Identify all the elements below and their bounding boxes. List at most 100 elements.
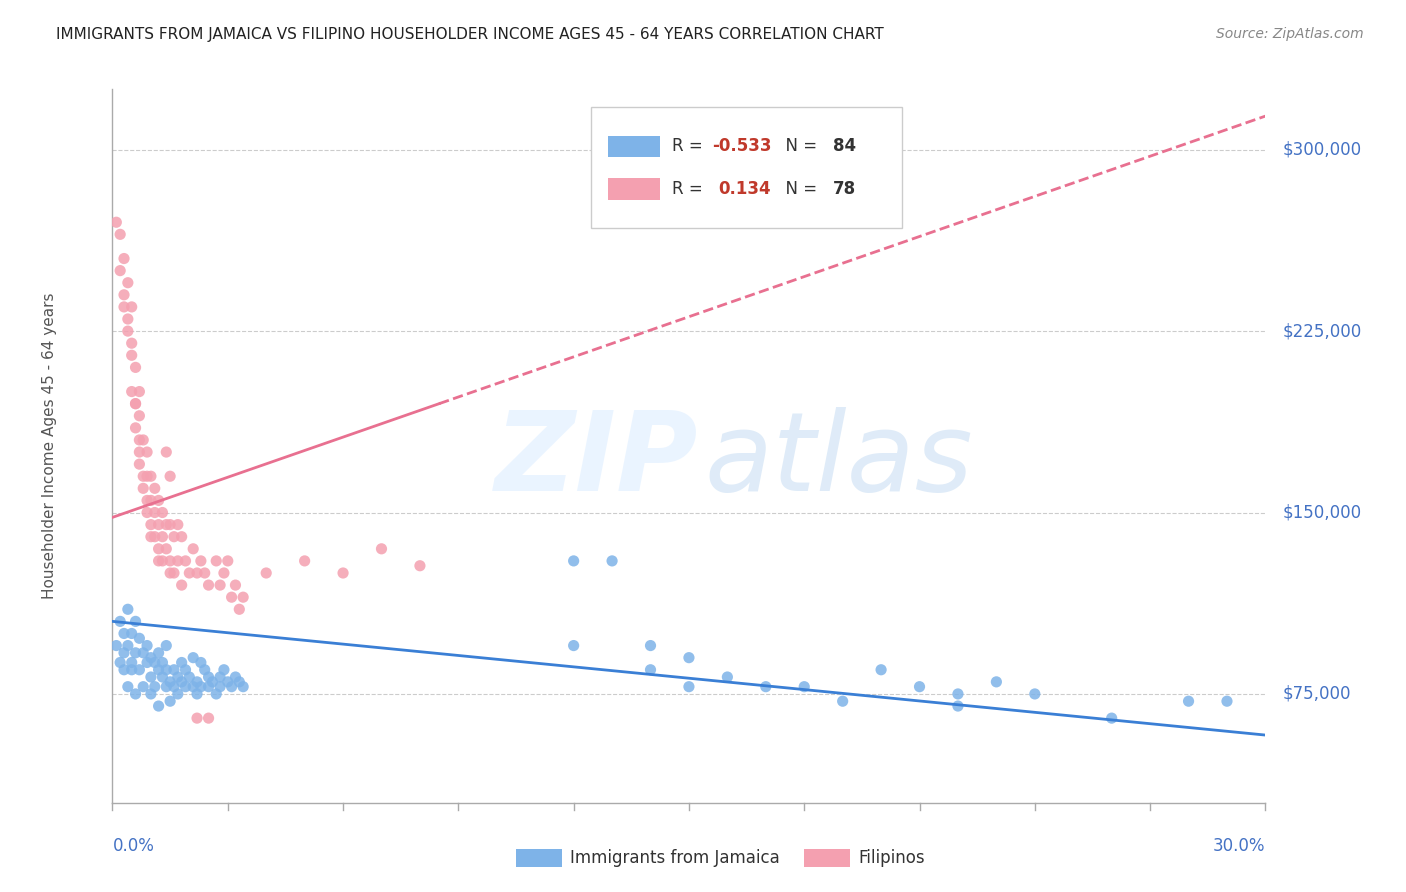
Point xyxy=(105,215,128,229)
Point xyxy=(148,541,170,556)
Point xyxy=(186,687,208,701)
Point xyxy=(166,517,188,532)
Point xyxy=(986,674,1008,689)
Point xyxy=(121,336,143,351)
Point xyxy=(152,554,174,568)
Point xyxy=(112,646,135,660)
Point xyxy=(159,469,181,483)
Point xyxy=(678,650,700,665)
Point xyxy=(155,517,177,532)
Point xyxy=(166,670,188,684)
Point xyxy=(221,680,243,694)
FancyBboxPatch shape xyxy=(609,178,661,200)
Point xyxy=(105,639,128,653)
Text: $150,000: $150,000 xyxy=(1282,503,1362,522)
Point xyxy=(121,626,143,640)
Point xyxy=(205,554,228,568)
Point xyxy=(946,699,969,714)
Point xyxy=(640,663,662,677)
Point xyxy=(716,670,738,684)
Point xyxy=(755,680,778,694)
Text: $300,000: $300,000 xyxy=(1282,141,1362,159)
Point xyxy=(179,566,201,580)
Point xyxy=(166,687,188,701)
Point xyxy=(132,469,155,483)
Point xyxy=(124,646,146,660)
Point xyxy=(562,554,585,568)
Point xyxy=(112,252,135,266)
Point xyxy=(128,409,150,423)
Point xyxy=(254,566,277,580)
Text: Immigrants from Jamaica: Immigrants from Jamaica xyxy=(571,849,780,867)
Point xyxy=(194,663,217,677)
Point xyxy=(117,639,139,653)
Point xyxy=(136,506,159,520)
Point xyxy=(128,457,150,471)
Point xyxy=(946,687,969,701)
Point xyxy=(143,506,166,520)
FancyBboxPatch shape xyxy=(609,136,661,157)
Point xyxy=(121,348,143,362)
Point xyxy=(181,680,204,694)
Point xyxy=(370,541,392,556)
Point xyxy=(217,554,239,568)
Point xyxy=(148,699,170,714)
Point xyxy=(132,433,155,447)
Point xyxy=(228,602,250,616)
Point xyxy=(205,687,228,701)
Text: $75,000: $75,000 xyxy=(1282,685,1351,703)
Point xyxy=(1177,694,1199,708)
Point xyxy=(181,541,204,556)
Point xyxy=(197,711,219,725)
Point xyxy=(136,445,159,459)
Point xyxy=(212,566,235,580)
Point xyxy=(152,670,174,684)
Point xyxy=(155,541,177,556)
Point xyxy=(186,711,208,725)
Point xyxy=(224,578,246,592)
Point xyxy=(148,663,170,677)
Point xyxy=(294,554,316,568)
Point xyxy=(170,530,193,544)
Text: IMMIGRANTS FROM JAMAICA VS FILIPINO HOUSEHOLDER INCOME AGES 45 - 64 YEARS CORREL: IMMIGRANTS FROM JAMAICA VS FILIPINO HOUS… xyxy=(56,27,884,42)
Point xyxy=(190,680,212,694)
Text: Householder Income Ages 45 - 64 years: Householder Income Ages 45 - 64 years xyxy=(42,293,56,599)
Point xyxy=(112,663,135,677)
Point xyxy=(174,554,197,568)
Point xyxy=(163,663,186,677)
Point xyxy=(124,687,146,701)
Point xyxy=(143,481,166,495)
Point xyxy=(136,656,159,670)
Point xyxy=(136,493,159,508)
Point xyxy=(128,433,150,447)
Point xyxy=(108,615,131,629)
Point xyxy=(186,674,208,689)
Point xyxy=(159,554,181,568)
Point xyxy=(132,481,155,495)
Point xyxy=(121,663,143,677)
Point xyxy=(170,656,193,670)
Point xyxy=(159,694,181,708)
Point xyxy=(139,469,162,483)
FancyBboxPatch shape xyxy=(516,849,562,867)
Point xyxy=(139,670,162,684)
Point xyxy=(143,656,166,670)
FancyBboxPatch shape xyxy=(591,107,903,228)
Point xyxy=(155,663,177,677)
Point xyxy=(793,680,815,694)
Point xyxy=(108,656,131,670)
Point xyxy=(163,566,186,580)
Point xyxy=(197,680,219,694)
Point xyxy=(209,578,232,592)
Point xyxy=(228,674,250,689)
Text: R =: R = xyxy=(672,137,707,155)
Point xyxy=(181,650,204,665)
Point xyxy=(562,639,585,653)
FancyBboxPatch shape xyxy=(804,849,851,867)
Point xyxy=(112,300,135,314)
Point xyxy=(159,566,181,580)
Point xyxy=(163,680,186,694)
Point xyxy=(108,227,131,242)
Point xyxy=(132,646,155,660)
Point xyxy=(139,687,162,701)
